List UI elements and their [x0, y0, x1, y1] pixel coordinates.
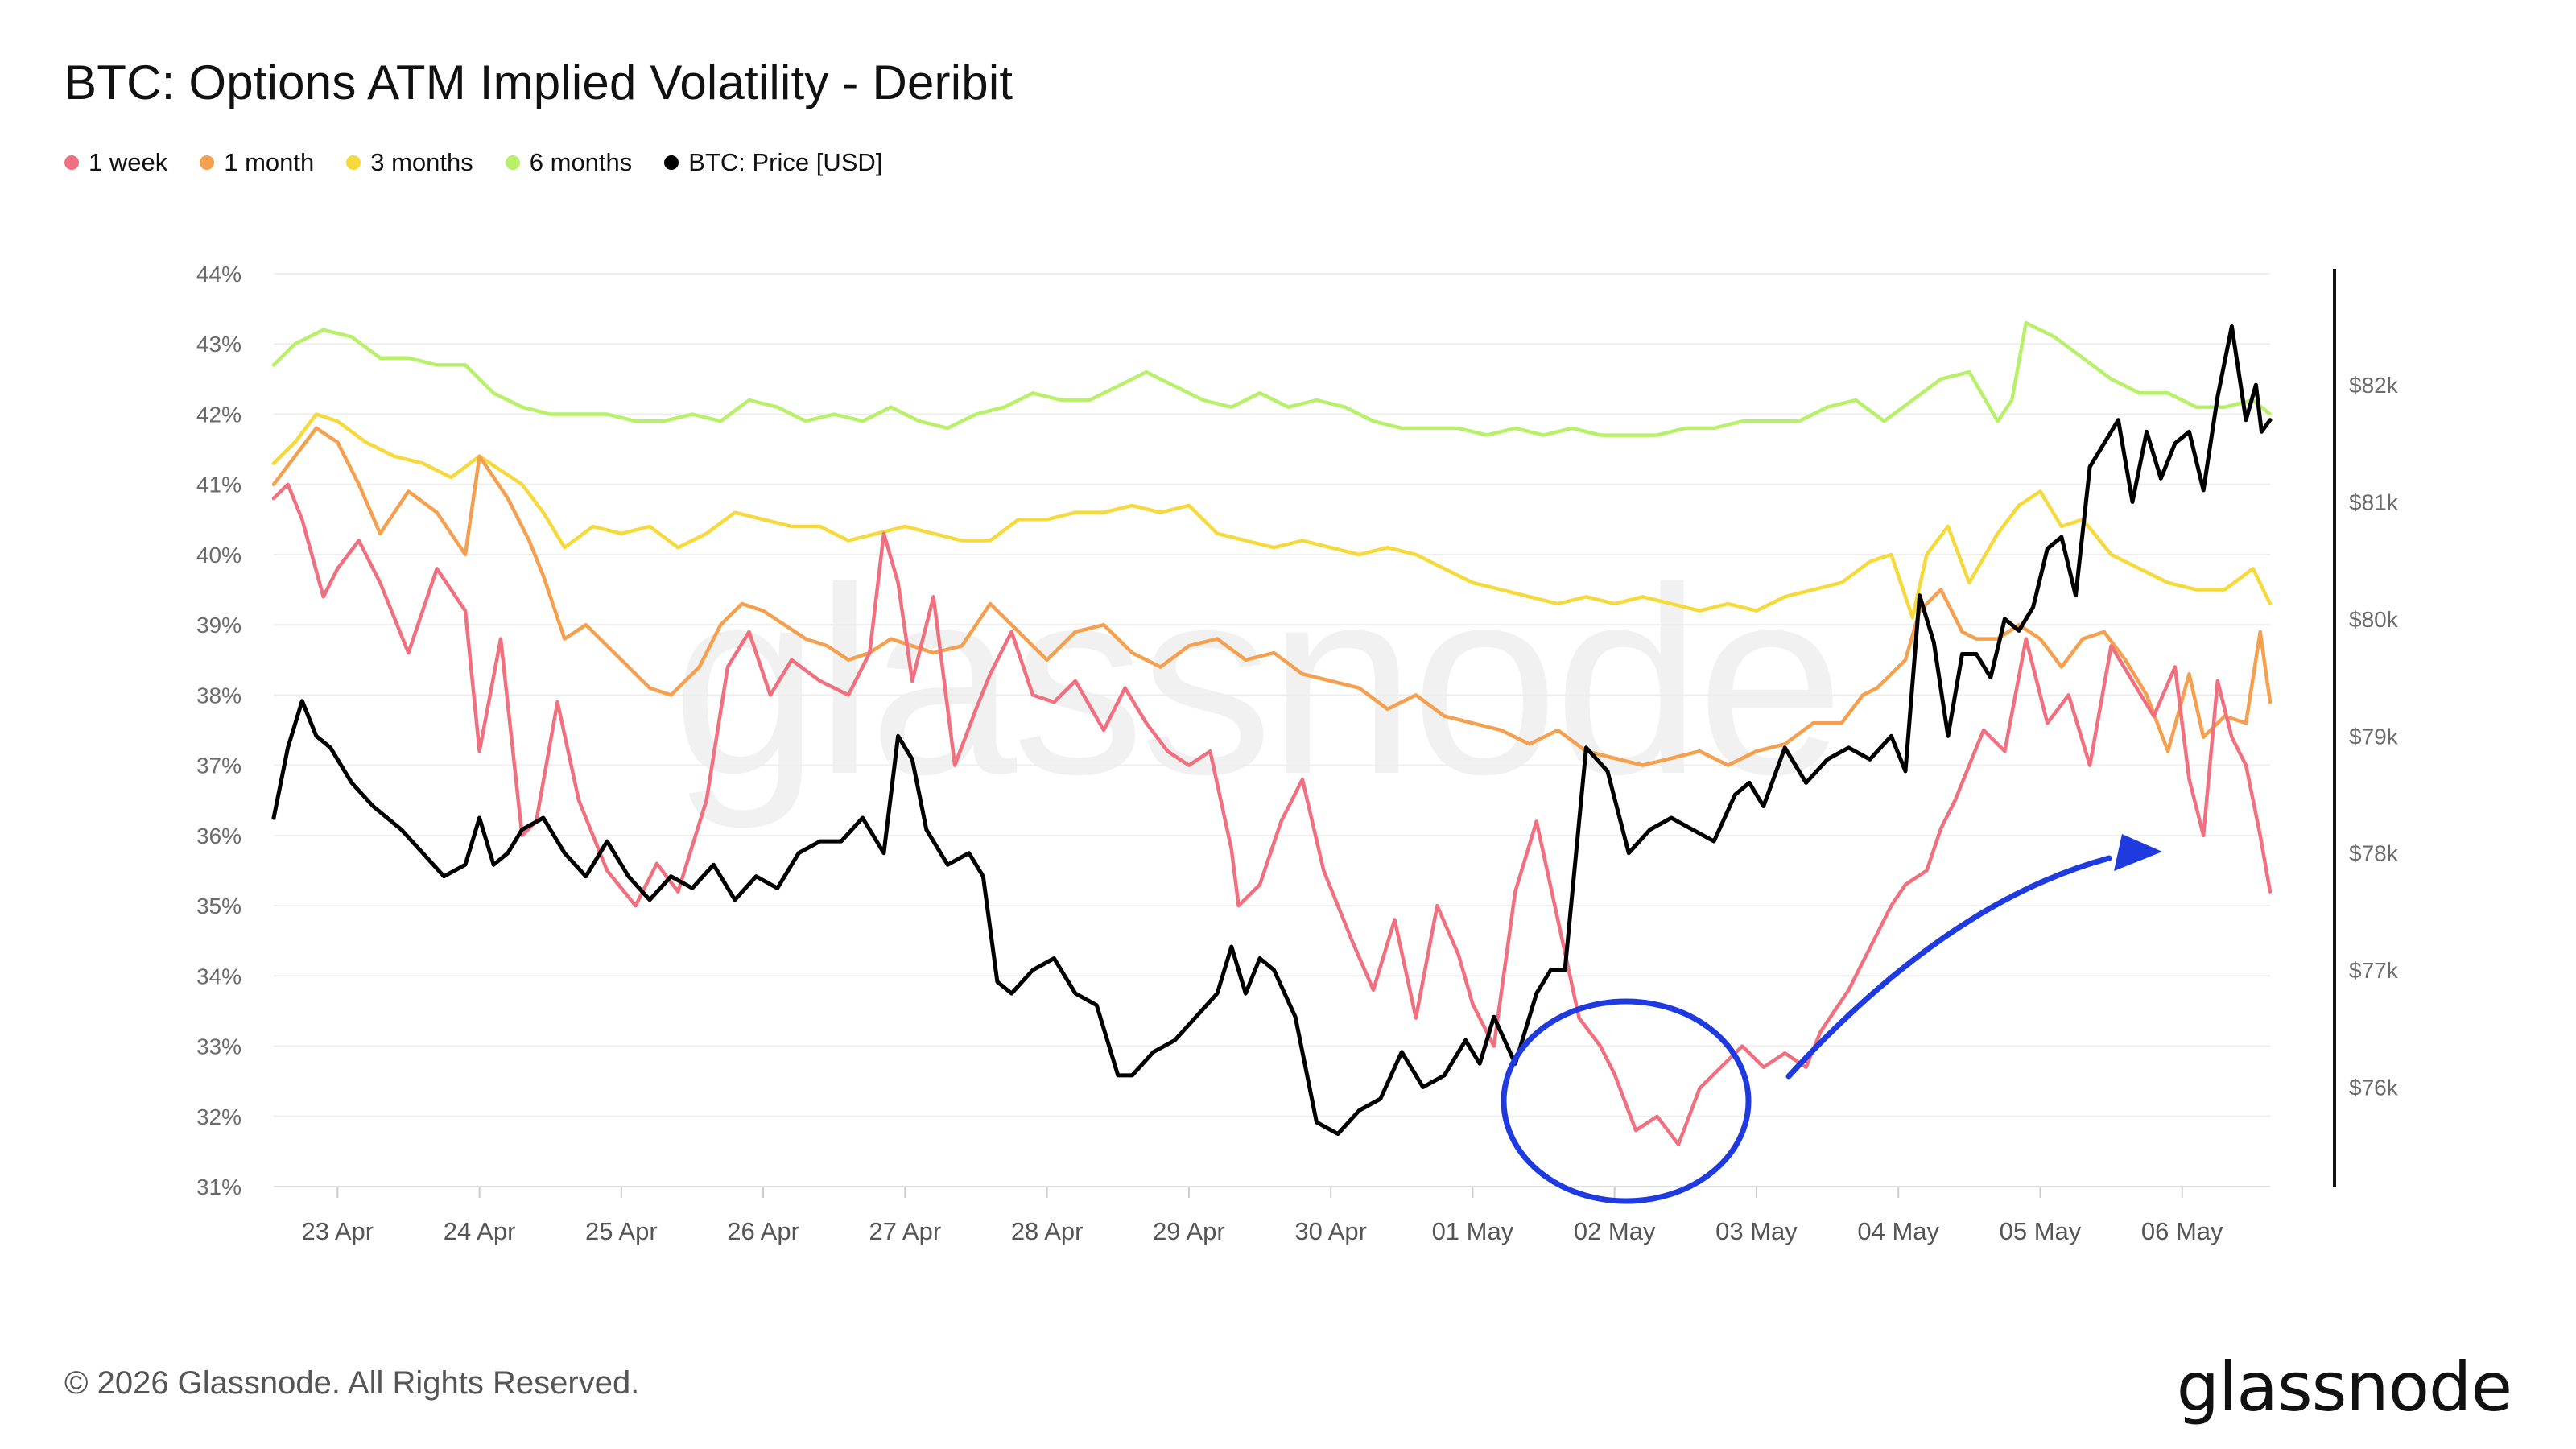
legend-label-1-month: 1 month [224, 148, 315, 176]
y-right-tick-label: $77k [2349, 958, 2399, 983]
x-tick-label: 23 Apr [302, 1217, 374, 1245]
y-left-tick-label: 42% [196, 402, 242, 427]
y-left-tick-label: 37% [196, 753, 242, 778]
y-left-tick-label: 39% [196, 613, 242, 638]
y-right-tick-label: $81k [2349, 490, 2399, 515]
legend-item-1-week[interactable]: 1 week [64, 148, 167, 177]
legend-dot-btc-price [664, 155, 679, 170]
legend-dot-6-months [505, 155, 520, 170]
annotation-arrow [1785, 855, 2112, 1080]
x-tick-label: 03 May [1715, 1217, 1798, 1245]
legend-label-3-months: 3 months [370, 148, 473, 176]
grid-lines [274, 273, 2270, 1187]
y-right-tick-label: $76k [2349, 1075, 2399, 1100]
series-line-btc-price-usd [271, 324, 2273, 1137]
legend-label-btc-price: BTC: Price [USD] [688, 148, 883, 176]
series-lines [271, 320, 2273, 1146]
legend-item-6-months[interactable]: 6 months [505, 148, 633, 177]
x-tick-label: 04 May [1857, 1217, 1939, 1245]
axes: 31% 32% 33% 34% 35% 36% 37% 38% 39% 40% 41% 42% 43% 4… [196, 262, 2399, 1245]
series-line-1-month [271, 426, 2273, 767]
legend-item-1-month[interactable]: 1 month [200, 148, 314, 177]
annotation-circle [1501, 998, 1752, 1204]
x-tick-label: 29 Apr [1153, 1217, 1225, 1245]
copyright-text: © 2026 Glassnode. All Rights Reserved. [64, 1365, 640, 1401]
legend-dot-1-week [64, 155, 79, 170]
y-left-tick-label: 36% [196, 824, 242, 848]
series-line-3-months [271, 412, 2273, 620]
y-left-tick-label: 44% [196, 262, 242, 287]
x-tick-label: 25 Apr [585, 1217, 658, 1245]
legend-label-6-months: 6 months [529, 148, 633, 176]
legend-dot-3-months [346, 155, 361, 170]
x-tick-label: 24 Apr [444, 1217, 516, 1245]
y-left-tick-label: 32% [196, 1104, 242, 1129]
y-left-tick-label: 33% [196, 1034, 242, 1059]
legend-label-1-week: 1 week [89, 148, 168, 176]
y-right-tick-label: $80k [2349, 607, 2399, 632]
y-left-tick-label: 41% [196, 473, 242, 497]
x-tick-label: 05 May [2000, 1217, 2082, 1245]
x-tick-label: 06 May [2141, 1217, 2223, 1245]
y-right-tick-label: $82k [2349, 373, 2399, 398]
y-left-tick-label: 40% [196, 543, 242, 568]
annotation-arrowhead [2114, 834, 2162, 871]
y-left-tick-label: 43% [196, 332, 242, 357]
y-left-tick-label: 35% [196, 894, 242, 919]
watermark-text: glassnode [672, 532, 1840, 831]
x-tick-label: 02 May [1574, 1217, 1656, 1245]
series-line-1-week [271, 482, 2273, 1146]
series-line-6-months [271, 320, 2273, 437]
legend-item-btc-price[interactable]: BTC: Price [USD] [664, 148, 882, 177]
y-left-tick-label: 34% [196, 964, 242, 989]
annotations [1501, 834, 2162, 1204]
legend-item-3-months[interactable]: 3 months [346, 148, 473, 177]
glassnode-logo[interactable]: glassnode [2176, 1348, 2512, 1426]
x-tick-label: 01 May [1432, 1217, 1514, 1245]
y-left-tick-label: 38% [196, 683, 242, 708]
chart-title: BTC: Options ATM Implied Volatility - De… [64, 56, 1013, 109]
y-left-tick-label: 31% [196, 1174, 242, 1199]
y-right-tick-label: $78k [2349, 841, 2399, 866]
legend: 1 week 1 month 3 months 6 months BTC: Pr… [64, 148, 882, 177]
x-tick-label: 30 Apr [1294, 1217, 1367, 1245]
x-tick-label: 26 Apr [727, 1217, 799, 1245]
y-right-tick-label: $79k [2349, 724, 2399, 749]
x-tick-label: 28 Apr [1011, 1217, 1084, 1245]
legend-dot-1-month [200, 155, 215, 170]
x-tick-label: 27 Apr [869, 1217, 942, 1245]
